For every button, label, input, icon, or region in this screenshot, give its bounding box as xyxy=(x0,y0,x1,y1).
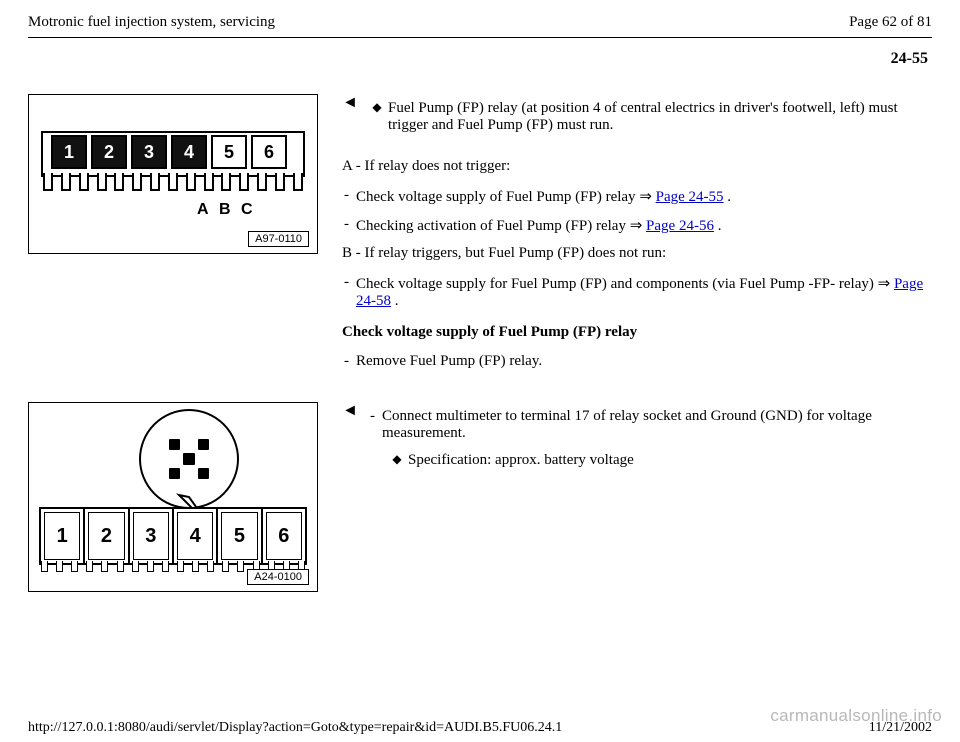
text-column-2: ◄ - Connect multimeter to terminal 17 of… xyxy=(338,402,932,493)
A-item-0-text: Check voltage supply of Fuel Pump (FP) r… xyxy=(356,187,932,206)
A-item-1-text: Checking activation of Fuel Pump (FP) re… xyxy=(356,216,932,235)
footer-url: http://127.0.0.1:8080/audi/servlet/Displ… xyxy=(28,720,562,736)
dash-icon: - xyxy=(344,353,356,370)
lead-row-2: ◄ - Connect multimeter to terminal 17 of… xyxy=(338,402,932,479)
fig2-relay-row: 123456 xyxy=(39,507,307,565)
fig2-cell-5: 5 xyxy=(218,509,262,563)
text-column-1: ◄ ◆ Fuel Pump (FP) relay (at position 4 … xyxy=(338,94,932,380)
tail-item-0-text: Remove Fuel Pump (FP) relay. xyxy=(356,353,932,370)
content-block-2: 123456 A24-0100 ◄ - Connect multimeter t… xyxy=(28,402,932,592)
dash-icon: - xyxy=(344,274,356,291)
lead-row-1: ◄ ◆ Fuel Pump (FP) relay (at position 4 … xyxy=(338,94,932,144)
bullet-text: Fuel Pump (FP) relay (at position 4 of c… xyxy=(388,100,932,134)
figure-2: 123456 A24-0100 xyxy=(28,402,318,592)
figure-1-wrap: A B C A97-0110 123456 xyxy=(28,94,338,254)
triangle-left-icon: ◄ xyxy=(338,94,358,112)
fig2-cell-2: 2 xyxy=(85,509,129,563)
fig2-cell-3: 3 xyxy=(130,509,174,563)
B-item-0-text: Check voltage supply for Fuel Pump (FP) … xyxy=(356,274,932,310)
A-item-0: -Check voltage supply of Fuel Pump (FP) … xyxy=(344,187,932,206)
A-item-1: -Checking activation of Fuel Pump (FP) r… xyxy=(344,216,932,235)
para-B: B - If relay triggers, but Fuel Pump (FP… xyxy=(342,245,932,262)
fig1-label-C: C xyxy=(241,201,253,219)
fig2-cell-6: 6 xyxy=(263,509,305,563)
fig1-slot-4: 4 xyxy=(171,135,207,169)
dash-connect-multimeter: - Connect multimeter to terminal 17 of r… xyxy=(370,408,932,442)
para-A: A - If relay does not trigger: xyxy=(342,158,932,175)
subhead-check-voltage: Check voltage supply of Fuel Pump (FP) r… xyxy=(342,324,932,341)
watermark: carmanualsonline.info xyxy=(770,706,942,726)
fig1-label-A: A xyxy=(197,201,209,219)
dash-icon: - xyxy=(344,187,356,204)
fig2-callout-circle xyxy=(139,409,239,509)
figure-1: A B C A97-0110 123456 xyxy=(28,94,318,254)
fig1-slot-6: 6 xyxy=(251,135,287,169)
link-arrow-icon xyxy=(878,276,894,292)
header-page: Page 62 of 81 xyxy=(849,14,932,31)
fig1-slot-3: 3 xyxy=(131,135,167,169)
B-item-0: -Check voltage supply for Fuel Pump (FP)… xyxy=(344,274,932,310)
figure-2-wrap: 123456 A24-0100 xyxy=(28,402,338,592)
content-block-1: A B C A97-0110 123456 ◄ ◆ Fuel Pump (FP)… xyxy=(28,94,932,380)
bullet-text: Specification: approx. battery voltage xyxy=(408,452,932,469)
B-item-0-link[interactable]: Page 24-58 xyxy=(356,276,923,309)
diamond-icon: ◆ xyxy=(370,100,384,115)
section-number: 24-55 xyxy=(28,46,932,94)
fig2-cell-4: 4 xyxy=(174,509,218,563)
fig2-tag: A24-0100 xyxy=(247,569,309,585)
A-item-0-link[interactable]: Page 24-55 xyxy=(656,189,724,205)
page-root: Motronic fuel injection system, servicin… xyxy=(0,0,960,742)
diamond-icon: ◆ xyxy=(390,452,404,467)
fig2-cell-1: 1 xyxy=(41,509,85,563)
header-rule xyxy=(28,37,932,38)
link-arrow-icon xyxy=(639,189,655,205)
fig1-slot-2: 2 xyxy=(91,135,127,169)
bullet-specification: ◆ Specification: approx. battery voltage xyxy=(390,452,932,469)
header-title: Motronic fuel injection system, servicin… xyxy=(28,14,275,31)
tail-item-0: -Remove Fuel Pump (FP) relay. xyxy=(344,353,932,370)
fig1-slot-1: 1 xyxy=(51,135,87,169)
triangle-left-icon: ◄ xyxy=(338,402,358,420)
dash-icon: - xyxy=(344,216,356,233)
fig1-tag: A97-0110 xyxy=(248,231,309,247)
bullet-fp-relay: ◆ Fuel Pump (FP) relay (at position 4 of… xyxy=(370,100,932,134)
fig1-teeth xyxy=(43,173,303,191)
page-header: Motronic fuel injection system, servicin… xyxy=(28,14,932,37)
A-item-1-link[interactable]: Page 24-56 xyxy=(646,218,714,234)
link-arrow-icon xyxy=(630,218,646,234)
dash-icon: - xyxy=(370,408,382,425)
fig1-label-B: B xyxy=(219,201,231,219)
fig2-pins-icon xyxy=(169,439,209,479)
fig1-slot-5: 5 xyxy=(211,135,247,169)
dash-text: Connect multimeter to terminal 17 of rel… xyxy=(382,408,932,442)
